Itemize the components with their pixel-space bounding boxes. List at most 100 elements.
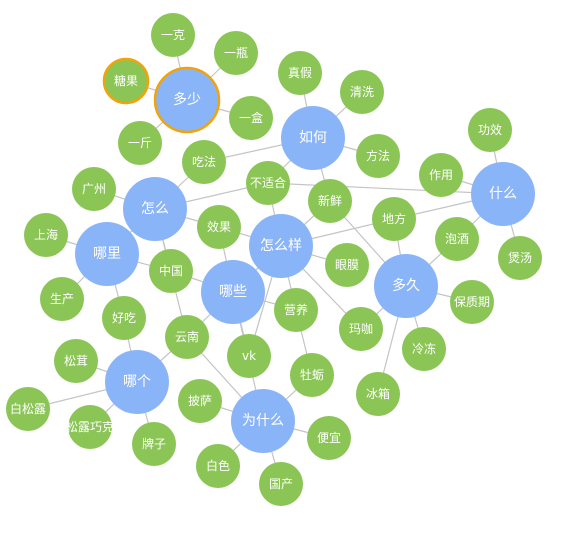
leaf-node-muli[interactable]: 牡蛎 <box>290 353 334 397</box>
node-circle[interactable] <box>149 249 193 293</box>
leaf-node-yiping[interactable]: 一瓶 <box>214 31 258 75</box>
leaf-node-yingyang[interactable]: 营养 <box>274 288 318 332</box>
node-circle[interactable] <box>132 422 176 466</box>
leaf-node-yanmo[interactable]: 眼膜 <box>325 243 369 287</box>
node-circle[interactable] <box>450 280 494 324</box>
node-circle[interactable] <box>118 121 162 165</box>
hub-node-zenme[interactable]: 怎么 <box>123 177 187 241</box>
leaf-node-baisonglu[interactable]: 白松露 <box>6 387 50 431</box>
hub-node-duojiu[interactable]: 多久 <box>374 254 438 318</box>
node-circle[interactable] <box>102 296 146 340</box>
node-circle[interactable] <box>102 57 150 105</box>
leaf-node-pianyi[interactable]: 便宜 <box>307 416 351 460</box>
node-circle[interactable] <box>24 213 68 257</box>
leaf-node-yihe[interactable]: 一盒 <box>229 96 273 140</box>
node-circle[interactable] <box>68 405 112 449</box>
node-circle[interactable] <box>229 96 273 140</box>
node-circle[interactable] <box>249 214 313 278</box>
leaf-node-songluqiaoke[interactable]: 松露巧克 <box>66 405 114 449</box>
hub-node-duoshao[interactable]: 多少 <box>153 66 221 134</box>
leaf-node-guangzhou[interactable]: 广州 <box>72 167 116 211</box>
node-circle[interactable] <box>259 462 303 506</box>
leaf-node-haochi[interactable]: 好吃 <box>102 296 146 340</box>
leaf-node-guochan[interactable]: 国产 <box>259 462 303 506</box>
leaf-node-shanghai[interactable]: 上海 <box>24 213 68 257</box>
node-circle[interactable] <box>340 70 384 114</box>
node-circle[interactable] <box>308 179 352 223</box>
node-circle[interactable] <box>468 108 512 152</box>
leaf-node-makai[interactable]: 玛咖 <box>339 307 383 351</box>
leaf-node-lengdong[interactable]: 冷冻 <box>402 327 446 371</box>
node-circle[interactable] <box>246 161 290 205</box>
node-circle[interactable] <box>165 315 209 359</box>
node-circle[interactable] <box>178 379 222 423</box>
node-circle[interactable] <box>498 236 542 280</box>
node-circle[interactable] <box>471 162 535 226</box>
node-circle[interactable] <box>54 339 98 383</box>
node-circle[interactable] <box>153 66 221 134</box>
node-circle[interactable] <box>356 372 400 416</box>
leaf-node-yunnan[interactable]: 云南 <box>165 315 209 359</box>
node-label: 方法 <box>366 148 390 163</box>
node-circle[interactable] <box>214 31 258 75</box>
node-circle[interactable] <box>278 51 322 95</box>
node-circle[interactable] <box>123 177 187 241</box>
leaf-node-zhenjia[interactable]: 真假 <box>278 51 322 95</box>
leaf-node-shengchan[interactable]: 生产 <box>40 277 84 321</box>
node-circle[interactable] <box>197 205 241 249</box>
node-circle[interactable] <box>281 106 345 170</box>
leaf-node-xiaoguo[interactable]: 效果 <box>197 205 241 249</box>
leaf-node-gongxiao[interactable]: 功效 <box>468 108 512 152</box>
leaf-node-zuoyong[interactable]: 作用 <box>419 153 463 197</box>
node-circle[interactable] <box>402 327 446 371</box>
node-circle[interactable] <box>151 13 195 57</box>
node-circle[interactable] <box>325 243 369 287</box>
leaf-node-peisa[interactable]: 披萨 <box>178 379 222 423</box>
hub-node-nage[interactable]: 哪个 <box>105 350 169 414</box>
hub-node-ruhe[interactable]: 如何 <box>281 106 345 170</box>
node-circle[interactable] <box>72 167 116 211</box>
node-circle[interactable] <box>40 277 84 321</box>
leaf-node-baise[interactable]: 白色 <box>196 444 240 488</box>
node-circle[interactable] <box>419 153 463 197</box>
leaf-node-vk[interactable]: vk <box>227 334 271 378</box>
node-circle[interactable] <box>231 389 295 453</box>
hub-node-zenmeyang[interactable]: 怎么样 <box>249 214 313 278</box>
node-circle[interactable] <box>75 222 139 286</box>
leaf-node-yijin[interactable]: 一斤 <box>118 121 162 165</box>
node-circle[interactable] <box>274 288 318 332</box>
node-circle[interactable] <box>307 416 351 460</box>
node-circle[interactable] <box>290 353 334 397</box>
hub-node-naxie[interactable]: 哪些 <box>201 260 265 324</box>
leaf-node-paizi[interactable]: 牌子 <box>132 422 176 466</box>
node-label: 什么 <box>489 186 517 202</box>
hub-node-shenme[interactable]: 什么 <box>471 162 535 226</box>
leaf-node-bingxiang[interactable]: 冰箱 <box>356 372 400 416</box>
leaf-node-fangfa[interactable]: 方法 <box>356 134 400 178</box>
leaf-node-buheshi[interactable]: 不适合 <box>246 161 290 205</box>
node-circle[interactable] <box>356 134 400 178</box>
node-circle[interactable] <box>201 260 265 324</box>
leaf-node-songrong[interactable]: 松茸 <box>54 339 98 383</box>
node-circle[interactable] <box>182 140 226 184</box>
node-circle[interactable] <box>227 334 271 378</box>
leaf-node-yike[interactable]: 一克 <box>151 13 195 57</box>
leaf-node-chifa[interactable]: 吃法 <box>182 140 226 184</box>
leaf-node-difang[interactable]: 地方 <box>372 197 416 241</box>
leaf-node-xinxian[interactable]: 新鲜 <box>308 179 352 223</box>
hub-node-weishenme[interactable]: 为什么 <box>231 389 295 453</box>
node-circle[interactable] <box>372 197 416 241</box>
node-circle[interactable] <box>374 254 438 318</box>
node-circle[interactable] <box>339 307 383 351</box>
leaf-node-paojiu[interactable]: 泡酒 <box>435 217 479 261</box>
node-circle[interactable] <box>196 444 240 488</box>
leaf-node-qingxi[interactable]: 清洗 <box>340 70 384 114</box>
hub-node-nali[interactable]: 哪里 <box>75 222 139 286</box>
node-circle[interactable] <box>6 387 50 431</box>
leaf-node-baotang[interactable]: 煲汤 <box>498 236 542 280</box>
node-circle[interactable] <box>435 217 479 261</box>
leaf-node-zhongguo[interactable]: 中国 <box>149 249 193 293</box>
leaf-node-tangguo[interactable]: 糖果 <box>102 57 150 105</box>
node-circle[interactable] <box>105 350 169 414</box>
leaf-node-baozhiqi[interactable]: 保质期 <box>450 280 494 324</box>
